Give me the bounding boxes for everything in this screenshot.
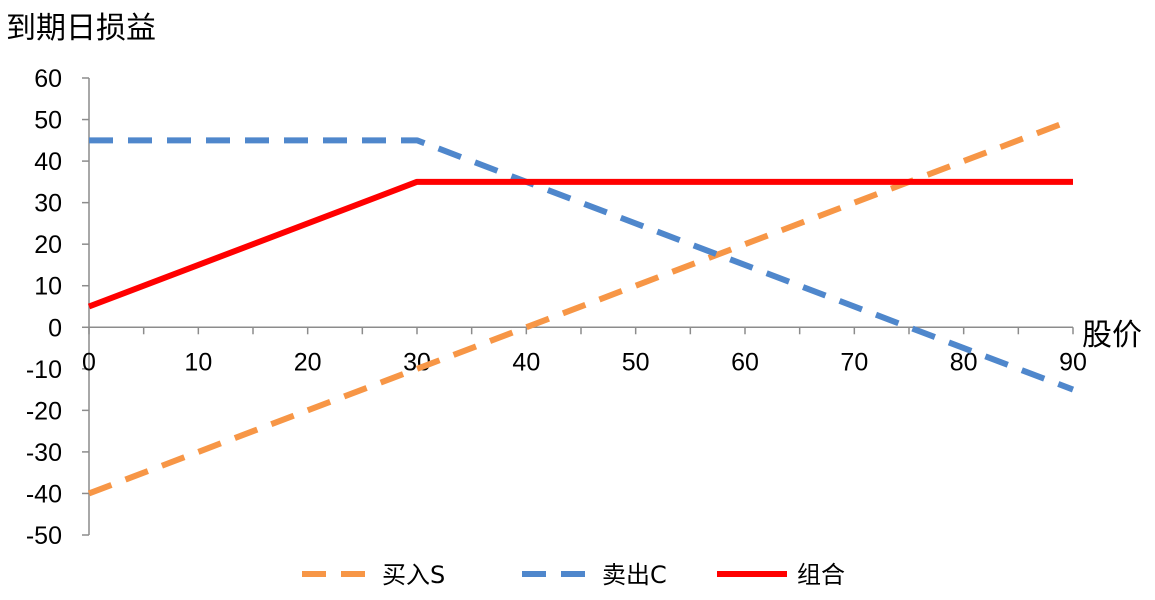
x-tick-label: 10 xyxy=(184,348,212,376)
y-tick-label: -50 xyxy=(26,522,62,550)
x-tick-label: 40 xyxy=(512,348,540,376)
x-tick-label: 50 xyxy=(622,348,650,376)
x-tick-label: 0 xyxy=(82,348,96,376)
legend-label-1: 买入S xyxy=(382,561,445,589)
x-tick-label: 60 xyxy=(731,348,759,376)
y-tick-label: -30 xyxy=(26,439,62,467)
y-tick-label: 50 xyxy=(34,107,62,135)
x-tick-label: 90 xyxy=(1059,348,1087,376)
series-line-3 xyxy=(87,178,1073,310)
y-tick-label: 10 xyxy=(34,273,62,301)
x-tick-label: 20 xyxy=(294,348,322,376)
legend: 买入S 卖出C 组合 xyxy=(302,561,845,589)
y-tick-label: 40 xyxy=(34,148,62,176)
x-tick-label: 80 xyxy=(950,348,978,376)
y-tick-label: 60 xyxy=(34,65,62,93)
y-tick-label: -10 xyxy=(26,356,62,384)
x-tick-label: 70 xyxy=(840,348,868,376)
series-line-2 xyxy=(89,137,1075,393)
y-tick-label: 20 xyxy=(34,231,62,259)
y-axis-title: 到期日损益 xyxy=(6,11,156,46)
series-layer xyxy=(87,116,1075,497)
y-tick-label: 0 xyxy=(48,314,62,342)
x-axis-title: 股价 xyxy=(1082,318,1142,353)
y-tick-label: -20 xyxy=(26,397,62,425)
y-tick-label: 30 xyxy=(34,190,62,218)
legend-label-3: 组合 xyxy=(797,561,845,589)
y-tick-label: -40 xyxy=(26,480,62,508)
legend-label-2: 卖出C xyxy=(602,561,667,589)
series-line-1 xyxy=(87,116,1075,497)
